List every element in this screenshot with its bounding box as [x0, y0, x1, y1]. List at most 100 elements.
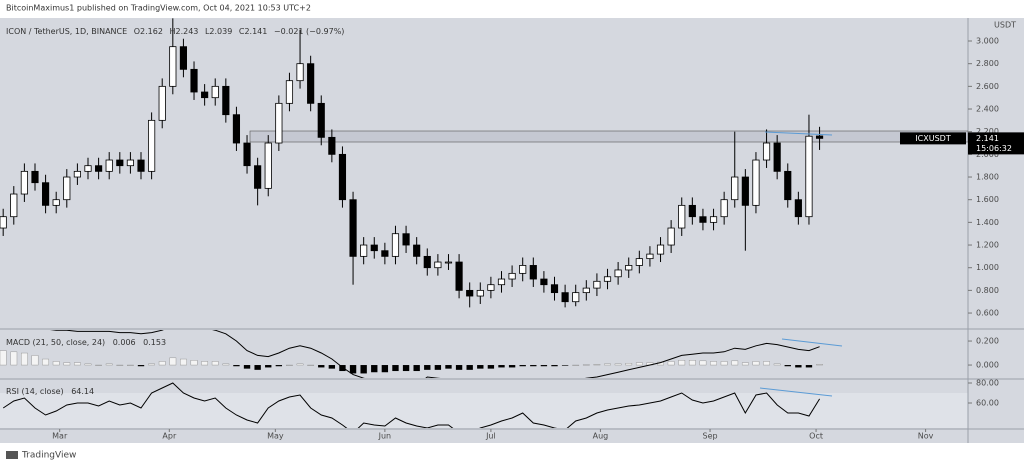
- x-tick-label: Sep: [703, 432, 718, 441]
- macd-histogram-bar: [74, 362, 81, 366]
- macd-histogram-bar: [625, 363, 633, 366]
- footer-text: TradingView: [21, 451, 76, 461]
- ticker-label: ICXUSDT: [915, 134, 951, 143]
- macd-line-value: 0.153: [143, 338, 166, 347]
- y-tick-label: 0.200: [976, 337, 999, 346]
- ohlc-letter: C: [239, 27, 245, 36]
- macd-histogram-bar: [699, 360, 707, 366]
- candle-body: [232, 114, 241, 144]
- candle-body: [254, 165, 262, 189]
- x-tick-label: May: [267, 432, 284, 441]
- macd-histogram-bar: [190, 360, 198, 366]
- candle-body: [434, 261, 442, 269]
- macd-histogram-bar: [339, 365, 346, 372]
- y-tick-label: 80.00: [976, 379, 999, 388]
- macd-histogram-bar: [0, 350, 7, 366]
- trend-line: [759, 387, 833, 397]
- macd-histogram-bar: [296, 363, 304, 366]
- candle-body: [593, 280, 601, 289]
- x-tick-label: Jul: [485, 432, 496, 441]
- chart-background: [0, 18, 1024, 443]
- candle-body: [349, 199, 357, 257]
- y-tick-label: 1.400: [976, 218, 999, 227]
- candle-body: [423, 255, 431, 269]
- x-tick-label: Mar: [52, 432, 68, 441]
- macd-histogram-bar: [158, 361, 166, 366]
- change: −0.021 (−0.97%): [274, 27, 345, 36]
- macd-hist-value: 0.006: [113, 338, 136, 347]
- macd-histogram-bar: [604, 363, 611, 366]
- x-tick-label: Oct: [809, 432, 823, 441]
- y-tick-label: 1.800: [976, 173, 999, 182]
- macd-histogram-bar: [95, 364, 102, 366]
- macd-histogram-bar: [52, 361, 60, 366]
- macd-histogram-bar: [487, 365, 495, 369]
- macd-histogram-bar: [42, 358, 49, 366]
- x-tick-label: Apr: [162, 432, 177, 441]
- candle-body: [805, 135, 813, 218]
- candle-body: [815, 135, 824, 139]
- candle-body: [731, 176, 739, 201]
- candle-body: [413, 244, 421, 257]
- macd-histogram-bar: [169, 357, 177, 366]
- trend-line: [764, 131, 833, 136]
- macd-histogram-bar: [508, 365, 516, 368]
- candle-body: [561, 292, 569, 303]
- candle-body: [381, 250, 389, 257]
- macd-histogram-bar: [180, 358, 187, 366]
- candle-body: [20, 170, 28, 195]
- macd-histogram-bar: [688, 360, 696, 366]
- publisher-line: BitcoinMaximus1 published on TradingView…: [6, 4, 311, 13]
- candle-body: [402, 233, 410, 246]
- macd-histogram-bar: [413, 365, 420, 372]
- price-pane: [0, 18, 968, 308]
- candle-body: [84, 165, 92, 172]
- ticker-tag: [900, 132, 966, 145]
- macd-histogram-bar: [222, 363, 230, 366]
- macd-histogram-bar: [477, 365, 484, 369]
- rsi-label: RSI (14, close): [6, 387, 64, 396]
- macd-histogram-bar: [328, 365, 336, 369]
- candle-body: [635, 258, 643, 266]
- candle-body: [31, 170, 39, 184]
- macd-histogram-bar: [635, 362, 643, 366]
- candle-body: [222, 85, 230, 116]
- axes: 0.6000.8001.0001.2001.4001.6001.8002.000…: [52, 37, 1024, 441]
- macd-histogram-bar: [530, 365, 537, 367]
- candle-body: [667, 227, 675, 246]
- macd-histogram-bar: [275, 365, 283, 367]
- candle-body: [625, 265, 633, 271]
- symbol: ICON / TetherUS, 1D, BINANCE: [6, 27, 127, 36]
- macd-histogram-bar: [445, 365, 452, 369]
- rsi-value: 64.14: [71, 387, 94, 396]
- candle-body: [95, 165, 103, 172]
- candle-body: [540, 278, 548, 286]
- candle-body: [307, 63, 315, 104]
- candle-body: [10, 193, 18, 218]
- candle-body: [572, 292, 580, 303]
- candle-body: [296, 63, 304, 82]
- y-tick-label: 0.600: [976, 309, 999, 318]
- x-tick-label: Aug: [593, 432, 609, 441]
- rsi-band: [0, 393, 968, 428]
- macd-histogram-bar: [31, 355, 39, 366]
- candle-body: [179, 46, 188, 70]
- price-tag: [968, 132, 1024, 155]
- y-tick-label: 1.200: [976, 241, 999, 250]
- candle-body: [169, 46, 177, 87]
- macd-histogram-bar: [211, 361, 219, 366]
- y-tick-label: 2.600: [976, 82, 999, 91]
- macd-histogram-bar: [763, 361, 770, 366]
- candle-body: [116, 159, 124, 167]
- y-tick-label: 3.000: [976, 37, 999, 46]
- candle-body: [105, 159, 113, 172]
- y-tick-label: 60.00: [976, 399, 999, 408]
- candle-body: [328, 136, 336, 155]
- unit-label: USDT: [994, 21, 1016, 30]
- macd-pane: [0, 330, 823, 378]
- macd-histogram-bar: [402, 365, 410, 372]
- candle-body: [476, 289, 484, 297]
- macd-histogram-bar: [816, 364, 823, 366]
- candle-body: [603, 276, 612, 282]
- macd-histogram-bar: [434, 365, 442, 370]
